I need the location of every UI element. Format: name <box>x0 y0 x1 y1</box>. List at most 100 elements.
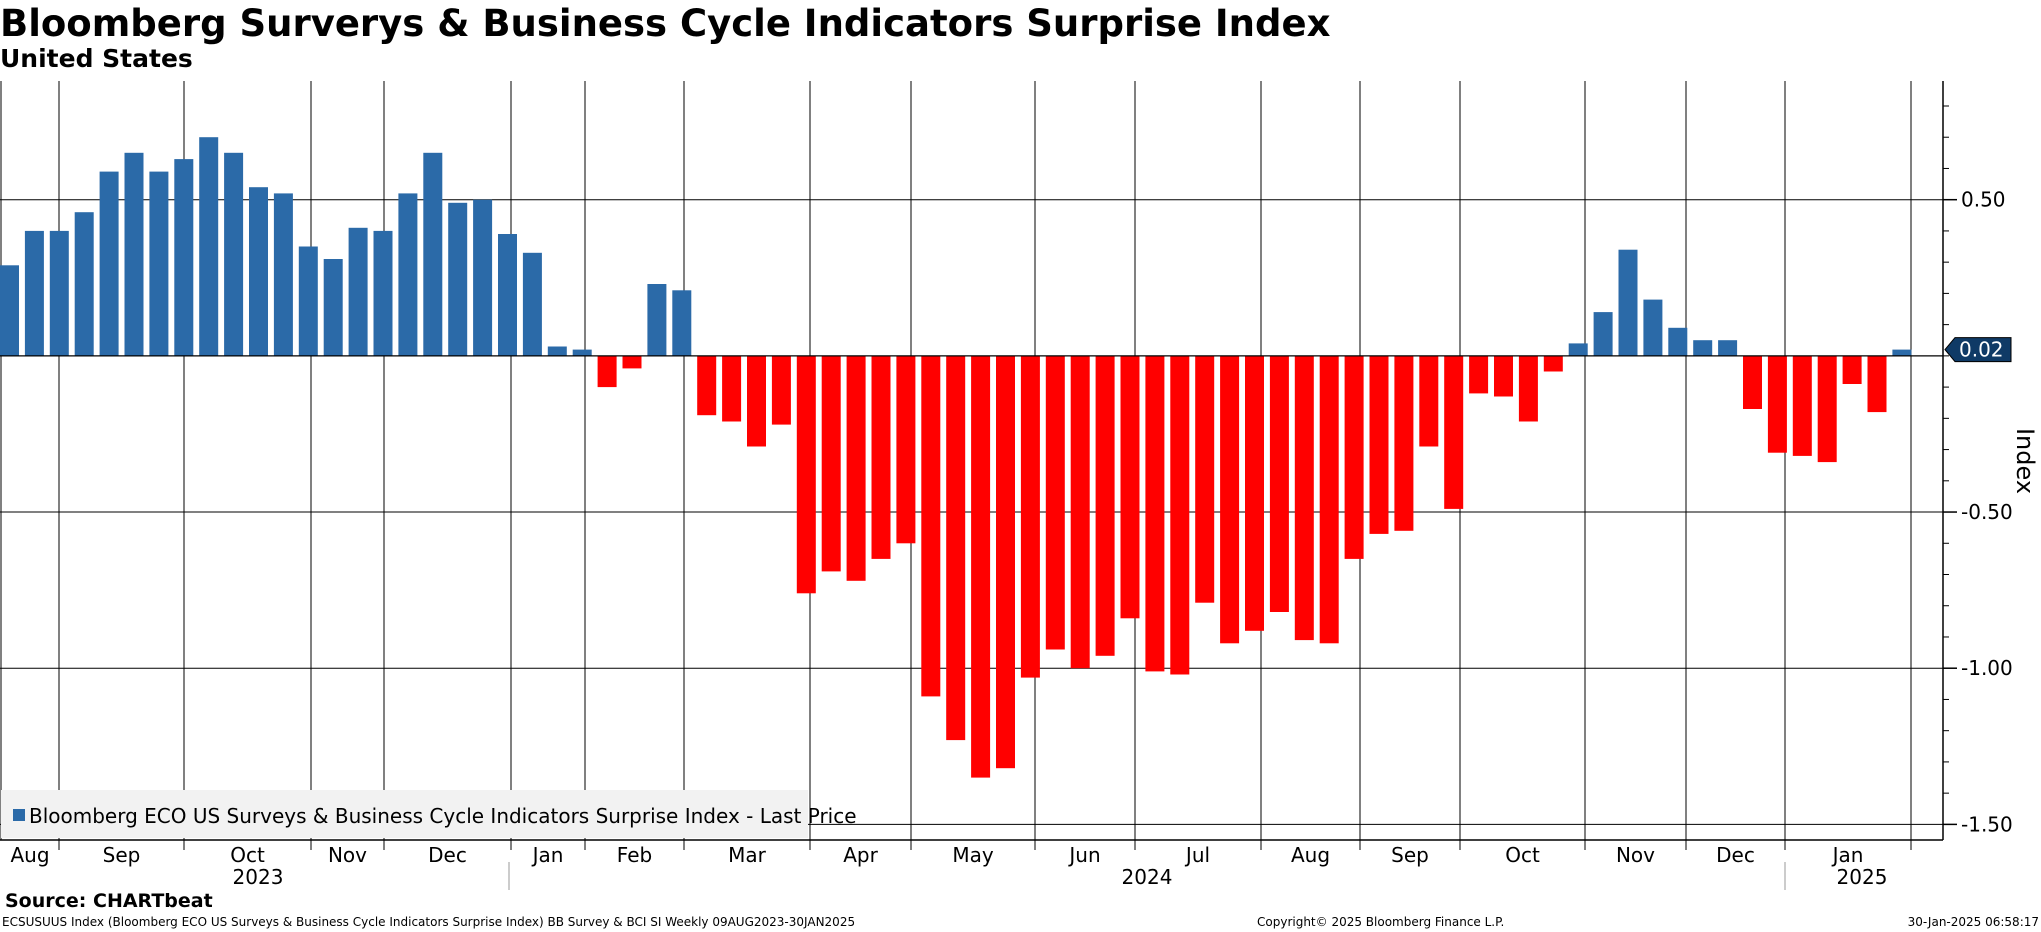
year-label: 2024 <box>1122 865 1173 889</box>
bar <box>1593 312 1613 356</box>
chart-subtitle: United States <box>0 44 193 73</box>
bar <box>423 152 443 356</box>
bar <box>1294 355 1314 641</box>
x-tick-label: Jun <box>1067 843 1100 867</box>
bar <box>846 355 866 581</box>
bar <box>1817 355 1837 463</box>
y-tick-label: -1.50 <box>1961 812 2013 836</box>
bar <box>124 152 144 356</box>
chart-title: Bloomberg Surverys & Business Cycle Indi… <box>0 2 1331 45</box>
footer-timestamp: 30-Jan-2025 06:58:17 <box>1907 915 2039 929</box>
year-label: 2023 <box>233 865 284 889</box>
bar <box>547 346 567 356</box>
bar <box>498 234 517 356</box>
bar <box>971 355 991 778</box>
legend-label: Bloomberg ECO US Surveys & Business Cycl… <box>29 804 857 828</box>
bar <box>771 355 791 425</box>
bar <box>697 355 717 416</box>
x-tick-label: Apr <box>843 843 878 867</box>
bar <box>1220 355 1240 644</box>
bar <box>1718 340 1738 356</box>
y-tick-label: -1.00 <box>1961 656 2013 680</box>
bar <box>1070 355 1090 669</box>
bar <box>24 230 44 356</box>
bar <box>1020 355 1040 678</box>
x-tick-label: Aug <box>10 843 49 867</box>
bar <box>1469 355 1489 394</box>
bar <box>1095 355 1115 656</box>
bar <box>1792 355 1812 456</box>
bar <box>1344 355 1364 559</box>
x-tick-label: Dec <box>1716 843 1755 867</box>
bar <box>1269 355 1289 612</box>
bar <box>821 355 841 572</box>
bar <box>273 193 293 356</box>
bar <box>1743 355 1762 409</box>
bar <box>473 199 493 356</box>
x-tick-label: Nov <box>1616 843 1655 867</box>
bar <box>1045 355 1065 650</box>
bar <box>1444 355 1464 509</box>
x-tick-label: Sep <box>1391 843 1429 867</box>
bar <box>174 159 194 356</box>
x-axis-labels: Aug Sep Oct Nov Dec Jan Feb Mar Apr May Jun Jul Aug S… <box>10 840 1912 890</box>
bar <box>647 284 667 356</box>
bar <box>1120 355 1140 619</box>
bar <box>1643 299 1663 356</box>
bar <box>1245 355 1264 631</box>
bars <box>0 137 1912 778</box>
y-axis-ticks: 0.50 -0.50 -1.00 -1.50 <box>1943 105 2013 836</box>
legend: Bloomberg ECO US Surveys & Business Cycl… <box>1 790 857 838</box>
x-tick-label: Oct <box>230 843 265 867</box>
legend-box <box>1 790 808 838</box>
bar <box>572 349 592 356</box>
last-value-tag-box <box>1944 337 2012 363</box>
bar <box>74 212 94 356</box>
bar <box>448 202 468 356</box>
x-tick-label: Jan <box>1831 843 1864 867</box>
bar <box>796 355 816 594</box>
bar <box>49 230 69 356</box>
bar <box>996 355 1015 769</box>
bar <box>522 252 542 356</box>
axes <box>0 81 1944 841</box>
bar <box>298 246 318 356</box>
bar <box>1767 355 1787 453</box>
bar <box>398 193 418 356</box>
x-tick-label: Aug <box>1291 843 1330 867</box>
last-value-tag: 0.02 <box>1944 337 2012 363</box>
bar <box>921 355 941 697</box>
bar <box>1867 355 1887 413</box>
x-tick-label: May <box>952 843 994 867</box>
bar <box>1195 355 1215 603</box>
bar <box>871 355 891 559</box>
x-tick-label: Jan <box>531 843 564 867</box>
x-tick-label: Nov <box>328 843 367 867</box>
chart-svg: 0.50 -0.50 -1.00 -1.50 Aug Sep Oct Nov Dec Jan Fe… <box>0 81 2039 890</box>
x-tick-label: Mar <box>728 843 767 867</box>
legend-swatch <box>13 809 25 821</box>
bar <box>1170 355 1190 675</box>
bar <box>747 355 766 447</box>
bar <box>672 290 692 356</box>
bar <box>722 355 742 422</box>
last-value-label: 0.02 <box>1959 338 2004 362</box>
bar <box>597 355 617 388</box>
y-tick-label: -0.50 <box>1961 500 2013 524</box>
bar <box>1543 355 1563 372</box>
footer-series-info: ECSUSUUS Index (Bloomberg ECO US Surveys… <box>2 915 856 929</box>
bar <box>1319 355 1339 644</box>
bar <box>1668 327 1688 356</box>
x-tick-label: Jul <box>1184 843 1210 867</box>
bar <box>348 227 368 356</box>
bar <box>1892 349 1912 356</box>
bar <box>1518 355 1538 422</box>
bar <box>0 265 19 356</box>
bar <box>224 152 244 356</box>
bar <box>323 259 343 356</box>
bar <box>99 171 119 356</box>
bar <box>249 187 268 356</box>
x-tick-label: Feb <box>617 843 652 867</box>
bar <box>1369 355 1389 534</box>
bar <box>1145 355 1165 672</box>
